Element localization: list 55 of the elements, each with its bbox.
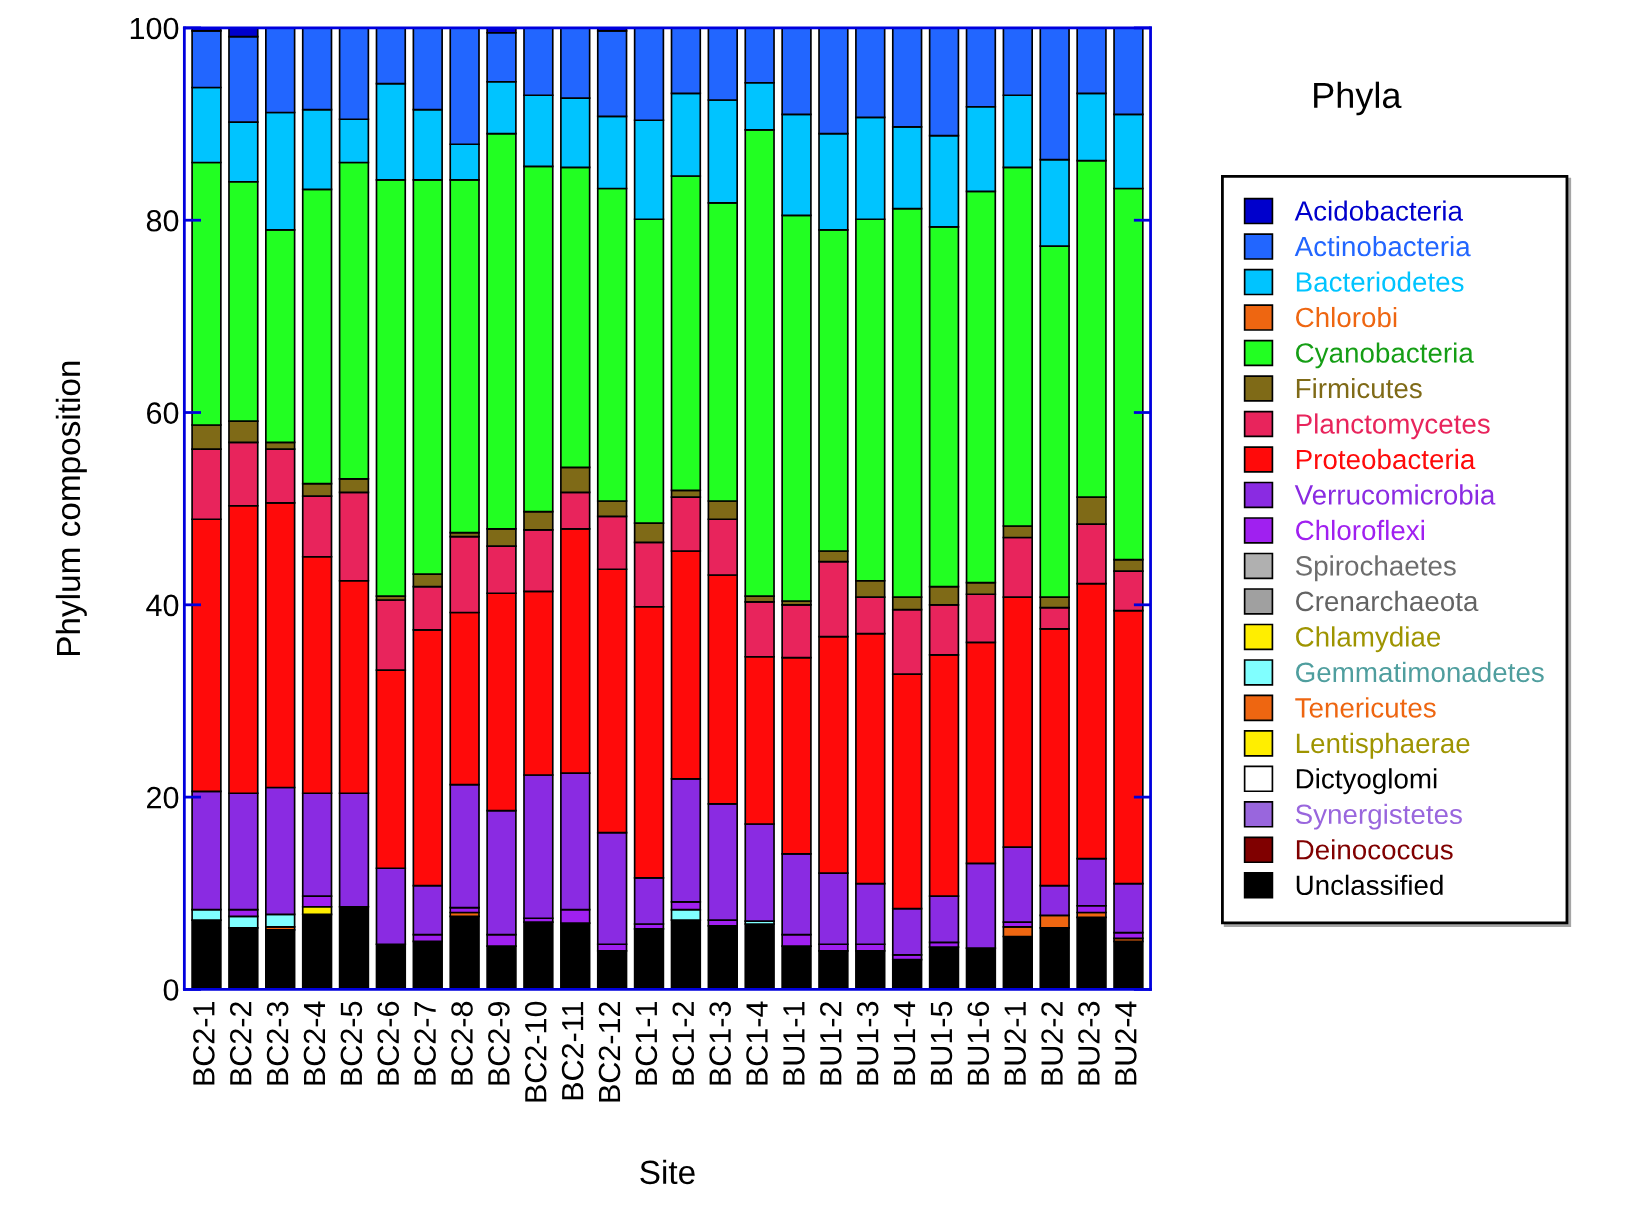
legend-label: Lentisphaerae <box>1296 732 1470 759</box>
x-tick-label: BU2-1 <box>1004 1002 1026 1085</box>
legend-label: Acidobacteria <box>1294 200 1463 221</box>
x-tick-label: BC2-8 <box>451 1001 473 1085</box>
legend-label: Chlorobi <box>1296 306 1397 328</box>
x-tick-label: BC2-5 <box>340 1001 363 1085</box>
x-tick-label: BC2-2 <box>229 1002 252 1085</box>
legend-label: Deinococcus <box>1296 839 1453 860</box>
legend-label: Chloroflexi <box>1296 519 1424 541</box>
x-tick-label: BU2-4 <box>1114 1001 1137 1085</box>
legend-label: Planctomycetes <box>1296 413 1490 440</box>
legend-label: Spirochaetes <box>1295 555 1456 582</box>
x-tick-label: BC2-11 <box>561 1002 584 1100</box>
legend-label: Cyanobacteria <box>1296 342 1474 369</box>
y-axis-title: Phylum composition <box>55 361 87 656</box>
legend-label: Firmicutes <box>1296 377 1422 399</box>
legend-label: Chlamydiae <box>1296 626 1441 653</box>
legend-label: Gemmatimonadetes <box>1296 661 1544 683</box>
y-tick-label: 60 <box>147 402 179 424</box>
x-tick-label: BU1-2 <box>819 1002 842 1085</box>
legend-label: Bacteriodetes <box>1296 271 1464 292</box>
legend-label: Crenarchaeota <box>1296 590 1479 612</box>
legend-label: Tenericutes <box>1295 697 1436 718</box>
legend-label: Verrucomicrobia <box>1294 484 1496 505</box>
x-tick-label: BC2-1 <box>193 1002 215 1085</box>
x-tick-label: BU1-4 <box>894 1001 916 1085</box>
x-tick-label: BU1-5 <box>930 1001 953 1085</box>
y-tick-label: 40 <box>146 594 179 617</box>
x-tick-label: BC2-4 <box>303 1001 326 1085</box>
legend-label: Proteobacteria <box>1296 448 1476 470</box>
x-tick-label: BU1-1 <box>783 1002 805 1085</box>
x-tick-label: BC2-10 <box>524 1001 547 1102</box>
legend-title: Phyla <box>1314 81 1402 116</box>
x-tick-label: BC1-2 <box>672 1002 695 1085</box>
legend-label: Unclassified <box>1296 874 1443 896</box>
x-tick-label: BC2-6 <box>377 1001 400 1085</box>
x-tick-label: BC1-1 <box>635 1002 658 1085</box>
y-tick-label: 20 <box>147 786 179 809</box>
x-tick-label: BU2-3 <box>1078 1001 1100 1085</box>
x-tick-label: BC1-3 <box>709 1001 731 1085</box>
x-tick-label: BC2-9 <box>488 1001 510 1085</box>
x-tick-label: BU1-6 <box>967 1001 990 1085</box>
y-tick-label: 100 <box>130 17 179 40</box>
x-tick-label: BC2-12 <box>598 1002 621 1102</box>
y-tick-label: 0 <box>163 979 179 1001</box>
legend-label: Synergistetes <box>1295 803 1462 830</box>
legend-label: Actinobacteria <box>1294 235 1471 257</box>
y-tick-label: 80 <box>146 209 179 232</box>
x-axis-title: Site <box>640 1159 695 1185</box>
x-tick-label: BC1-4 <box>746 1001 768 1085</box>
legend-label: Dictyoglomi <box>1296 768 1437 795</box>
x-tick-label: BC2-3 <box>266 1001 289 1085</box>
x-tick-label: BU2-2 <box>1041 1002 1063 1085</box>
x-tick-label: BU1-3 <box>856 1001 879 1085</box>
x-tick-label: BC2-7 <box>414 1002 436 1085</box>
